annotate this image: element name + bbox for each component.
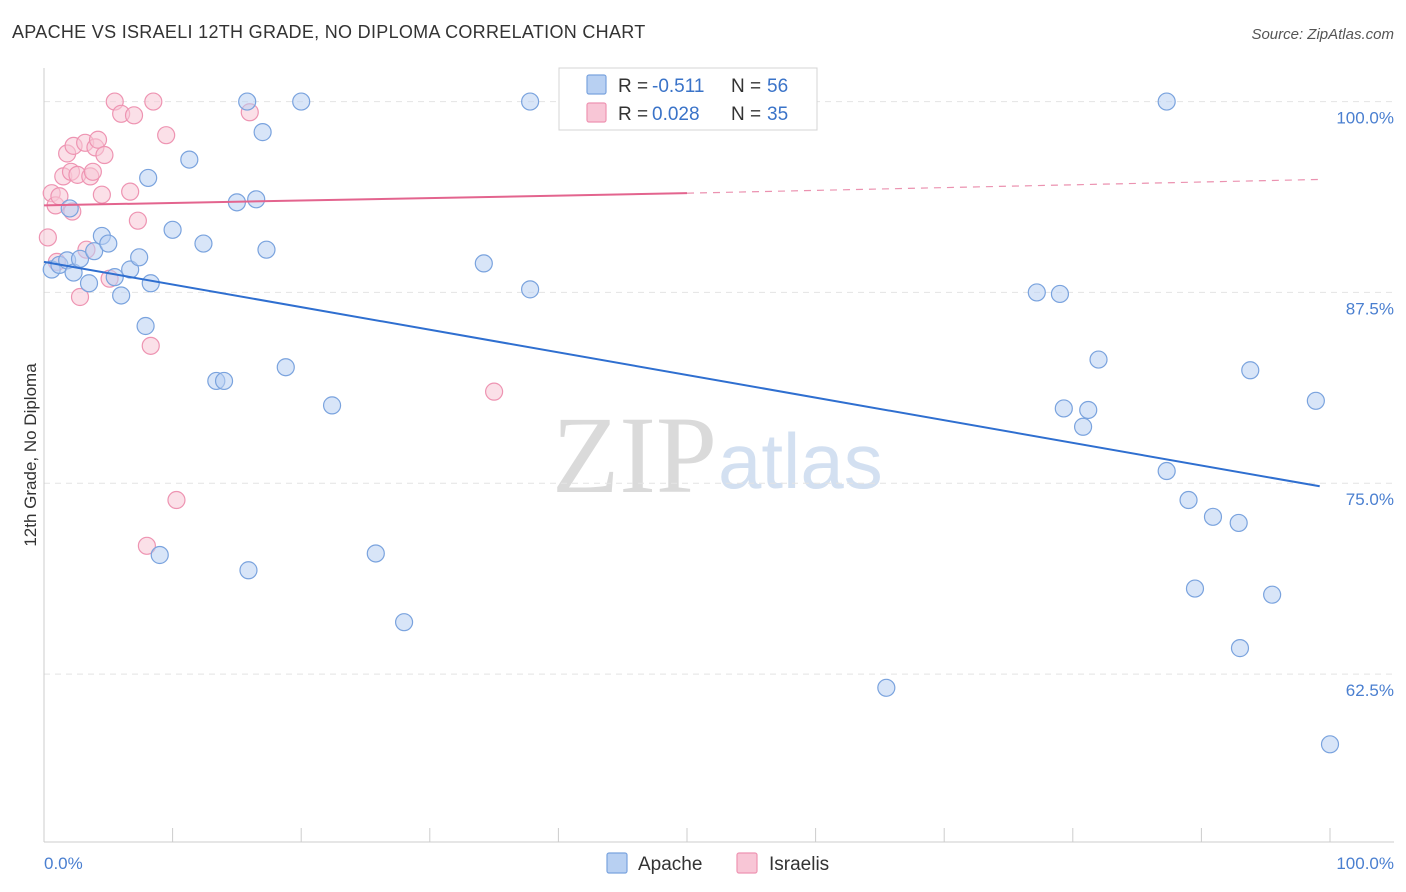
israelis-point-10 — [70, 287, 90, 307]
apache-point-24 — [247, 190, 266, 209]
apache-point-48 — [1229, 513, 1248, 533]
chart-source: Source: ZipAtlas.com — [1251, 26, 1394, 43]
israelis-point-0 — [38, 228, 57, 247]
apache-legend-swatch — [586, 74, 607, 95]
israelis-series-swatch — [736, 852, 758, 874]
israelis-n-label: N = — [731, 104, 761, 125]
apache-point-41 — [1079, 400, 1098, 420]
apache-point-49 — [1230, 639, 1250, 658]
apache-point-12 — [130, 248, 149, 267]
israelis-point-17 — [92, 185, 111, 204]
apache-point-8 — [99, 234, 118, 253]
israelis-point-18 — [95, 145, 114, 165]
israelis-point-29 — [167, 490, 186, 510]
apache-point-53 — [1320, 735, 1340, 754]
apache-point-6 — [85, 242, 104, 261]
apache-r-value: -0.511 — [652, 76, 704, 97]
apache-point-46 — [1185, 579, 1205, 598]
apache-r-label: R = — [618, 76, 648, 97]
apache-point-42 — [1089, 350, 1108, 369]
watermark-zip: ZIP — [552, 394, 717, 516]
apache-point-14 — [141, 274, 160, 293]
apache-point-17 — [180, 150, 199, 169]
x-tick-label-left: 0.0% — [44, 854, 83, 873]
series-legend: Apache Israelis — [606, 852, 829, 875]
israelis-point-31 — [485, 382, 504, 401]
y-tick-label-0: 100.0% — [1336, 109, 1394, 128]
apache-point-55 — [60, 199, 79, 218]
apache-point-40 — [1073, 417, 1093, 436]
israelis-trend-line-extension — [686, 178, 1320, 194]
chart-title: APACHE VS ISRAELI 12TH GRADE, NO DIPLOMA… — [12, 22, 646, 42]
israelis-point-23 — [124, 106, 144, 125]
apache-n-value: 56 — [767, 76, 788, 97]
apache-point-37 — [1027, 283, 1046, 302]
israelis-n-value: 35 — [767, 104, 788, 125]
israelis-point-25 — [137, 536, 156, 555]
apache-point-38 — [1050, 284, 1070, 304]
y-tick-labels: 100.0% 87.5% 75.0% 62.5% — [1336, 109, 1394, 700]
apache-point-44 — [1157, 92, 1176, 111]
israelis-point-26 — [141, 336, 160, 355]
israelis-point-22 — [121, 182, 140, 201]
y-tick-label-3: 62.5% — [1346, 681, 1394, 700]
apache-point-27 — [276, 358, 295, 377]
apache-series-label: Apache — [638, 854, 702, 875]
apache-point-29 — [322, 396, 342, 415]
watermark: ZIP atlas — [552, 394, 883, 516]
apache-point-45 — [1179, 490, 1198, 510]
trend-lines — [43, 178, 1320, 488]
apache-point-18 — [194, 234, 213, 253]
apache-point-47 — [1203, 507, 1223, 526]
x-tick-label-right: 100.0% — [1336, 854, 1394, 873]
apache-point-51 — [1263, 585, 1282, 604]
x-ticks — [43, 828, 1331, 842]
stats-legend: R = -0.511 N = 56 R = 0.028 N = 35 — [558, 67, 818, 131]
apache-point-23 — [239, 561, 258, 580]
israelis-trend-line — [43, 192, 688, 207]
y-tick-label-1: 87.5% — [1346, 299, 1394, 318]
israelis-point-16 — [88, 130, 108, 149]
israelis-point-14 — [83, 162, 102, 181]
israelis-series-label: Israelis — [769, 854, 829, 875]
apache-point-22 — [238, 92, 257, 111]
apache-point-50 — [1241, 361, 1260, 380]
apache-point-32 — [474, 254, 493, 273]
apache-point-10 — [112, 286, 131, 305]
apache-point-13 — [136, 316, 155, 336]
apache-point-26 — [257, 240, 276, 259]
apache-n-label: N = — [731, 76, 761, 97]
apache-point-30 — [366, 544, 385, 563]
apache-point-54 — [139, 168, 158, 188]
apache-point-5 — [79, 274, 99, 293]
apache-point-31 — [394, 613, 414, 632]
apache-point-28 — [292, 92, 311, 111]
apache-point-16 — [163, 220, 182, 239]
apache-point-25 — [253, 123, 272, 142]
israelis-r-value: 0.028 — [652, 104, 700, 125]
y-tick-label-2: 75.0% — [1346, 490, 1394, 509]
israelis-point-27 — [144, 92, 163, 111]
apache-point-52 — [1306, 391, 1325, 410]
apache-point-33 — [521, 92, 540, 111]
apache-point-15 — [150, 545, 169, 565]
apache-point-20 — [214, 371, 234, 391]
apache-points — [42, 92, 1340, 754]
israelis-point-24 — [128, 211, 147, 230]
apache-point-9 — [105, 268, 124, 287]
apache-trend-line — [43, 260, 1320, 488]
israelis-legend-swatch — [586, 102, 607, 123]
apache-point-36 — [877, 678, 896, 697]
apache-point-39 — [1054, 399, 1073, 418]
israelis-point-28 — [157, 126, 176, 145]
watermark-atlas: atlas — [718, 417, 883, 505]
apache-point-43 — [1157, 461, 1176, 481]
apache-series-swatch — [606, 852, 628, 874]
israelis-r-label: R = — [618, 104, 648, 125]
apache-point-34 — [521, 280, 540, 299]
y-axis-label: 12th Grade, No Diploma — [21, 363, 40, 547]
